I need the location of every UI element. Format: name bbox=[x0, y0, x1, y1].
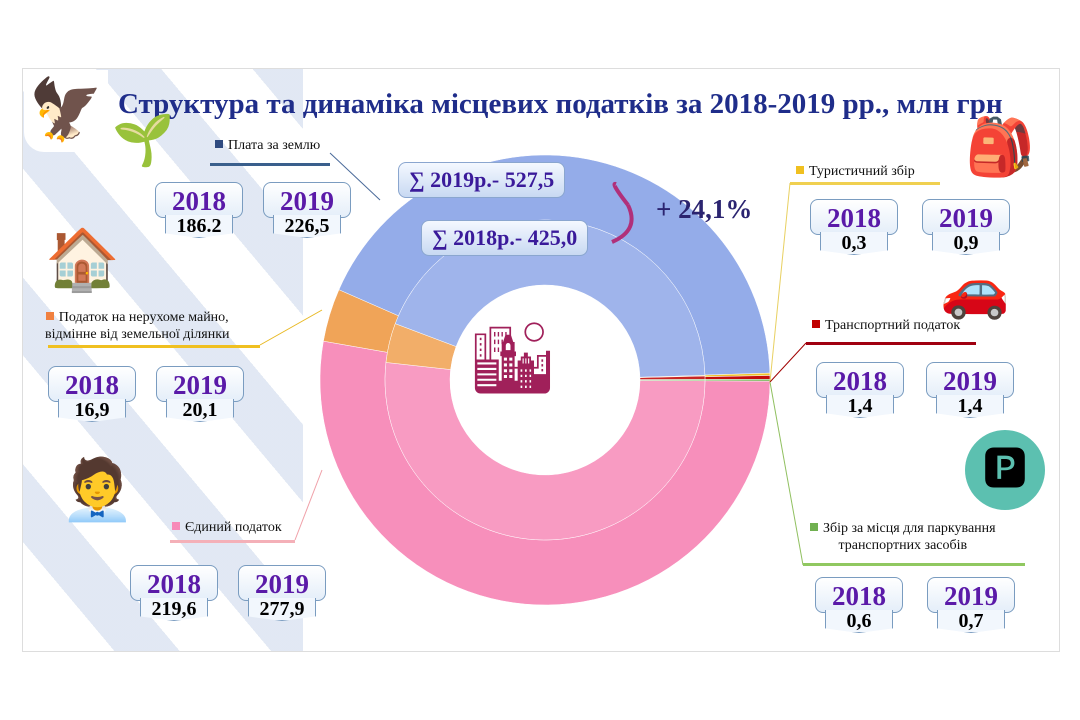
value: 0,7 bbox=[937, 610, 1005, 633]
values-property: 2018 16,9 2019 20,1 bbox=[48, 366, 244, 426]
total-2019: ∑ 2019р.- 527,5 bbox=[398, 162, 566, 198]
legend-label: Плата за землю bbox=[228, 138, 321, 153]
legend-label: Транспортний податок bbox=[825, 318, 961, 333]
legend-swatch bbox=[812, 320, 820, 328]
value: 186.2 bbox=[165, 215, 233, 238]
divider bbox=[803, 563, 1025, 566]
leader-line-transport bbox=[769, 342, 807, 383]
growth-arrow-icon bbox=[611, 181, 634, 244]
year-label: 2019 bbox=[926, 362, 1014, 398]
businessman-icon: 🧑‍💼 bbox=[60, 457, 135, 523]
value-box-2019: 2019 1,4 bbox=[926, 362, 1014, 422]
year-label: 2019 bbox=[927, 577, 1015, 613]
value: 277,9 bbox=[248, 598, 316, 621]
leader-line-single bbox=[294, 469, 323, 541]
value-box-2019: 2019 0,9 bbox=[922, 199, 1010, 259]
value: 226,5 bbox=[273, 215, 341, 238]
leader-line-parking bbox=[769, 381, 804, 566]
value-box-2019: 2019 20,1 bbox=[156, 366, 244, 426]
value-box-2018: 2018 186.2 bbox=[155, 182, 243, 242]
legend-label: Податок на нерухоме майно, bbox=[58, 310, 229, 325]
legend-transport: Транспортний податок bbox=[812, 317, 960, 334]
money-plant-icon: 🌱 bbox=[112, 112, 175, 168]
legend-label: Єдиний податок bbox=[185, 520, 282, 535]
legend-tourist: Туристичний збір bbox=[796, 163, 915, 180]
year-label: 2018 bbox=[815, 577, 903, 613]
legend-swatch bbox=[796, 166, 804, 174]
legend-label: відмінне від земельної ділянки bbox=[45, 327, 230, 342]
tourist-icon: 🎒 bbox=[965, 117, 1035, 179]
divider bbox=[790, 182, 940, 185]
legend-land: Плата за землю bbox=[215, 137, 320, 154]
legend-label: Туристичний збір bbox=[809, 164, 915, 179]
legend-property: Податок на нерухоме майно, відмінне від з… bbox=[45, 309, 230, 343]
year-label: 2018 bbox=[48, 366, 136, 402]
legend-single-tax: Єдиний податок bbox=[172, 519, 282, 536]
legend-label: Збір за місця для паркування bbox=[823, 521, 996, 536]
ring-2018-slice-5 bbox=[639, 379, 706, 382]
leader-line-tourist bbox=[769, 182, 791, 383]
values-tourist: 2018 0,3 2019 0,9 bbox=[810, 199, 1010, 259]
value: 16,9 bbox=[58, 399, 126, 422]
ring-2019-slice-5 bbox=[704, 378, 771, 382]
leader-line-property bbox=[259, 309, 323, 346]
value: 1,4 bbox=[826, 395, 894, 418]
city-buildings-icon: 🏙 bbox=[468, 321, 557, 398]
year-label: 2018 bbox=[816, 362, 904, 398]
legend-swatch bbox=[215, 140, 223, 148]
ring-2018-slice-0 bbox=[384, 362, 706, 541]
year-label: 2019 bbox=[156, 366, 244, 402]
divider bbox=[170, 540, 295, 543]
value-box-2018: 2018 0,3 bbox=[810, 199, 898, 259]
values-transport: 2018 1,4 2019 1,4 bbox=[816, 362, 1014, 422]
legend-label: транспортних засобів bbox=[838, 538, 968, 553]
value-box-2019: 2019 0,7 bbox=[927, 577, 1015, 637]
growth-percent: + 24,1% bbox=[656, 194, 753, 224]
parking-icon: 🅿 bbox=[965, 430, 1045, 510]
legend-swatch bbox=[810, 523, 818, 531]
legend-parking: Збір за місця для паркування транспортних… bbox=[810, 520, 996, 554]
value-box-2019: 2019 226,5 bbox=[263, 182, 351, 242]
value: 1,4 bbox=[936, 395, 1004, 418]
value: 20,1 bbox=[166, 399, 234, 422]
year-label: 2019 bbox=[922, 199, 1010, 235]
car-icon: 🚗 bbox=[940, 259, 1010, 321]
value: 0,9 bbox=[932, 232, 1000, 255]
value: 0,6 bbox=[825, 610, 893, 633]
year-label: 2019 bbox=[263, 182, 351, 218]
year-label: 2018 bbox=[155, 182, 243, 218]
values-single-tax: 2018 219,6 2019 277,9 bbox=[130, 565, 326, 625]
value: 0,3 bbox=[820, 232, 888, 255]
year-label: 2018 bbox=[810, 199, 898, 235]
divider bbox=[48, 345, 260, 348]
value-box-2018: 2018 16,9 bbox=[48, 366, 136, 426]
total-2018: ∑ 2018р.- 425,0 bbox=[421, 220, 589, 256]
divider bbox=[210, 163, 330, 166]
house-calculator-icon: 🏠 bbox=[45, 227, 120, 293]
legend-swatch bbox=[45, 312, 54, 320]
divider bbox=[806, 342, 976, 345]
values-parking: 2018 0,6 2019 0,7 bbox=[815, 577, 1015, 637]
value-box-2018: 2018 219,6 bbox=[130, 565, 218, 625]
year-label: 2019 bbox=[238, 565, 326, 601]
page-title: Структура та динаміка місцевих податків … bbox=[118, 88, 1003, 120]
legend-swatch bbox=[172, 522, 180, 530]
coat-of-arms-icon: 🦅 bbox=[24, 70, 108, 152]
leader-line-land bbox=[329, 152, 381, 201]
value-box-2019: 2019 277,9 bbox=[238, 565, 326, 625]
value: 219,6 bbox=[140, 598, 208, 621]
values-land: 2018 186.2 2019 226,5 bbox=[155, 182, 351, 242]
year-label: 2018 bbox=[130, 565, 218, 601]
value-box-2018: 2018 1,4 bbox=[816, 362, 904, 422]
value-box-2018: 2018 0,6 bbox=[815, 577, 903, 637]
